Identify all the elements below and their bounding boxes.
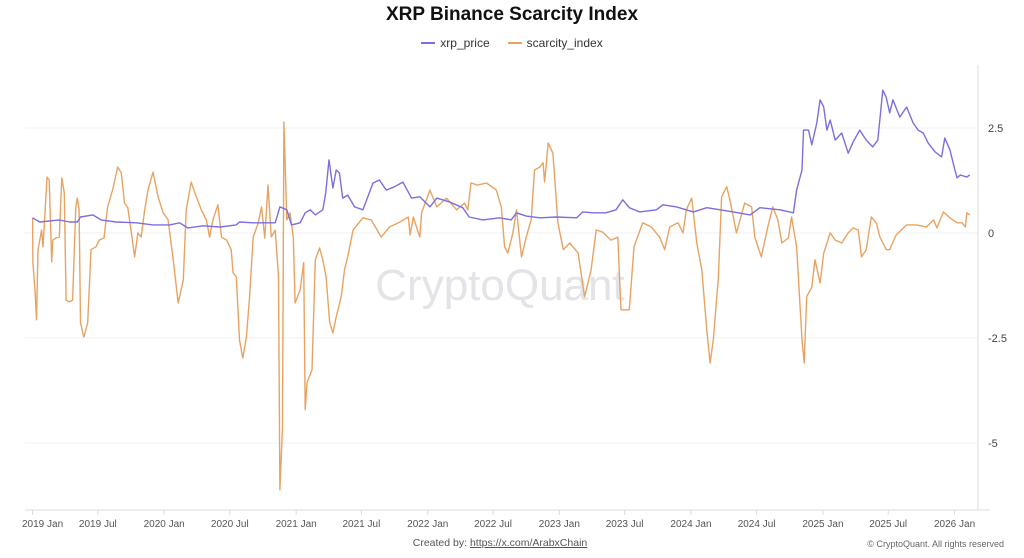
- y-tick-label: -2.5: [988, 333, 1007, 345]
- x-tick-label: 2023 Jul: [606, 519, 644, 530]
- series-line-xrp-price: [32, 89, 971, 229]
- series-line-scarcity-index: [31, 121, 971, 491]
- footer-credit: Created by: https://x.com/ArabxChain: [0, 537, 1000, 549]
- y-tick-label: 2.5: [988, 123, 1003, 135]
- x-tick-label: 2022 Jan: [407, 519, 448, 530]
- x-tick-label: 2024 Jul: [738, 519, 776, 530]
- legend-item-scarcity-index[interactable]: scarcity_index: [507, 36, 603, 50]
- x-tick-label: 2025 Jul: [869, 519, 907, 530]
- x-tick-label: 2024 Jan: [670, 519, 711, 530]
- legend: xrp_price scarcity_index: [0, 36, 1024, 50]
- created-by-label: Created by:: [412, 537, 468, 549]
- x-tick-label: 2020 Jul: [211, 519, 249, 530]
- legend-label-scarcity-index: scarcity_index: [526, 36, 603, 50]
- legend-label-xrp-price: xrp_price: [440, 36, 490, 50]
- x-tick-label: 2021 Jan: [276, 519, 317, 530]
- x-tick-label: 2019 Jul: [79, 519, 117, 530]
- y-tick-label: -5: [988, 438, 998, 450]
- x-tick-label: 2026 Jan: [934, 519, 975, 530]
- legend-item-xrp-price[interactable]: xrp_price: [421, 36, 490, 50]
- y-tick-label: 0: [988, 228, 994, 240]
- x-tick-label: 2023 Jan: [539, 519, 580, 530]
- legend-swatch-scarcity-index: [507, 42, 522, 44]
- x-tick-label: 2022 Jul: [474, 519, 512, 530]
- copyright-notice: © CryptoQuant. All rights reserved: [867, 539, 1004, 549]
- x-tick-label: 2019 Jan: [22, 519, 63, 530]
- x-tick-label: 2025 Jan: [802, 519, 843, 530]
- x-tick-label: 2021 Jul: [343, 519, 381, 530]
- x-tick-label: 2020 Jan: [144, 519, 185, 530]
- legend-swatch-xrp-price: [421, 42, 436, 44]
- created-by-link[interactable]: https://x.com/ArabxChain: [469, 537, 588, 549]
- chart-title: XRP Binance Scarcity Index: [385, 4, 639, 25]
